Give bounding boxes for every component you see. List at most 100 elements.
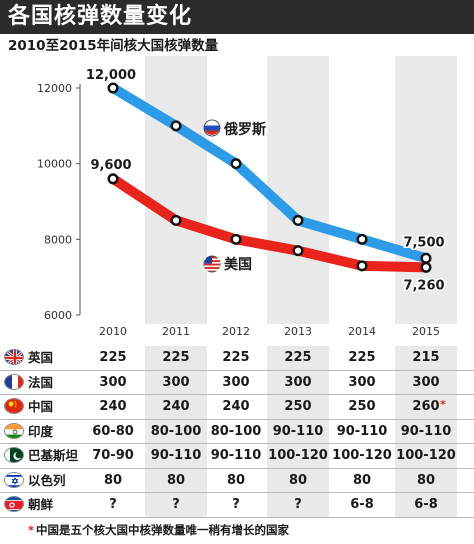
country-name: 巴基斯坦: [28, 448, 79, 463]
table-cell: 100-120: [268, 444, 328, 467]
cell-value: 215: [412, 350, 440, 365]
flag-stripe: [204, 125, 220, 131]
table-cell: 225: [146, 346, 206, 369]
country-name: 法国: [28, 374, 54, 390]
table-cell: 80: [146, 469, 206, 492]
usa-flag-icon: [203, 255, 221, 273]
data-label: 7,500: [403, 235, 444, 250]
column-band: [145, 56, 207, 324]
cell-value: 250: [284, 399, 312, 414]
column-band: [395, 370, 457, 394]
flag-stripe: [204, 265, 220, 268]
cell-value: 90-110: [272, 423, 324, 439]
column-band: [145, 444, 207, 468]
data-point: [292, 214, 304, 226]
table-cell: 300: [332, 371, 392, 394]
cell-value: 225: [284, 350, 312, 365]
column-band: [395, 395, 457, 419]
row-bands: [0, 346, 474, 370]
cell-value: ?: [232, 497, 240, 512]
column-band: [267, 468, 329, 492]
india-flag-icon: [4, 422, 24, 439]
table-cell: 300: [396, 371, 456, 394]
cell-value: 100-120: [396, 448, 456, 463]
country-name: 以色列: [28, 472, 66, 488]
cell-value: 260: [412, 399, 440, 414]
cell-value: 80: [416, 472, 436, 488]
column-band: [145, 346, 207, 370]
table-cell: 250: [332, 395, 392, 418]
france-flag-icon: [4, 373, 24, 390]
column-band: [267, 419, 329, 443]
series-line-1: [108, 173, 431, 273]
table-cell: 300: [268, 371, 328, 394]
column-band: [267, 444, 329, 468]
x-tick-label: 2014: [348, 325, 376, 338]
table-cell: 225: [268, 346, 328, 369]
table-row: 英国 225 225 225 225 225 215: [0, 346, 474, 371]
column-band: [145, 370, 207, 394]
cell-value: 80-100: [210, 423, 262, 439]
table-cell: 80: [268, 469, 328, 492]
data-point: [107, 173, 119, 185]
note-mark: *: [440, 398, 446, 411]
country-name: 朝鲜: [28, 497, 54, 512]
table-cell: 225: [83, 346, 143, 369]
table-row: 以色列 80 80 80 80 80 80: [0, 468, 474, 493]
column-band: [267, 346, 329, 370]
chart-subtitle: 2010至2015年间核大国核弹数量: [8, 38, 219, 54]
flag-stripe: [204, 269, 220, 271]
cell-value: 60-80: [92, 423, 134, 439]
cell-value: 80-100: [150, 423, 202, 439]
table-cell: 6-8: [332, 493, 392, 516]
cell-value: 225: [222, 350, 250, 365]
title-bar: 各国核弹数量变化: [0, 0, 474, 34]
table-cell: 80: [332, 469, 392, 492]
table-cell: 90-110: [332, 420, 392, 443]
flag-stripe: [204, 130, 220, 135]
cell-value: 80: [166, 472, 186, 488]
table-cell: 100-120: [332, 444, 392, 467]
x-tick-label: 2010: [99, 325, 127, 338]
table-cell: ?: [268, 493, 328, 516]
table-cell: 250: [268, 395, 328, 418]
cell-value: 90-110: [210, 448, 262, 463]
column-band: [395, 468, 457, 492]
table-cell: 80: [83, 469, 143, 492]
cell-value: 80: [103, 472, 123, 488]
table-cell: 90-110: [206, 444, 266, 467]
row-bands: [0, 468, 474, 492]
cell-value: 300: [162, 374, 190, 390]
cell-value: 80: [288, 472, 308, 488]
flag-canton: [204, 256, 212, 264]
cell-value: 240: [222, 399, 250, 414]
table-cell: 60-80: [83, 420, 143, 443]
cell-value: 80: [226, 472, 246, 488]
china-flag-icon: [4, 398, 24, 414]
table-cell: ?: [83, 493, 143, 516]
table-cell: 70-90: [83, 444, 143, 467]
column-band: [395, 346, 457, 370]
table-row: 巴基斯坦 70-90 90-110 90-110 100-120 100-120 100-1…: [0, 444, 474, 469]
line-chart: 6000 8000 10000 12000 2010 2011 2012 2013 2014 20…: [37, 56, 457, 338]
column-band: [267, 370, 329, 394]
cell-value: 90-110: [150, 448, 202, 463]
table-cell: 240: [83, 395, 143, 418]
row-bands: [0, 493, 474, 517]
cell-value: 300: [222, 374, 250, 390]
row-bands: [0, 370, 474, 394]
data-point: [420, 261, 432, 273]
north-korea-flag-icon: [4, 496, 24, 512]
row-bands: [0, 395, 474, 419]
cell-value: 300: [284, 374, 312, 390]
footnote-text: 中国是五个核大国中核弹数量唯一稍有增长的国家: [36, 523, 290, 537]
cell-value: 225: [348, 350, 376, 365]
data-point: [170, 120, 182, 132]
cell-value: 300: [348, 374, 376, 390]
cell-value: 6-8: [414, 497, 438, 512]
cell-value: ?: [109, 497, 117, 512]
cell-value: 70-90: [92, 448, 134, 463]
footnote: * 中国是五个核大国中核弹数量唯一稍有增长的国家: [28, 522, 289, 538]
table-cell: 90-110: [396, 420, 456, 443]
